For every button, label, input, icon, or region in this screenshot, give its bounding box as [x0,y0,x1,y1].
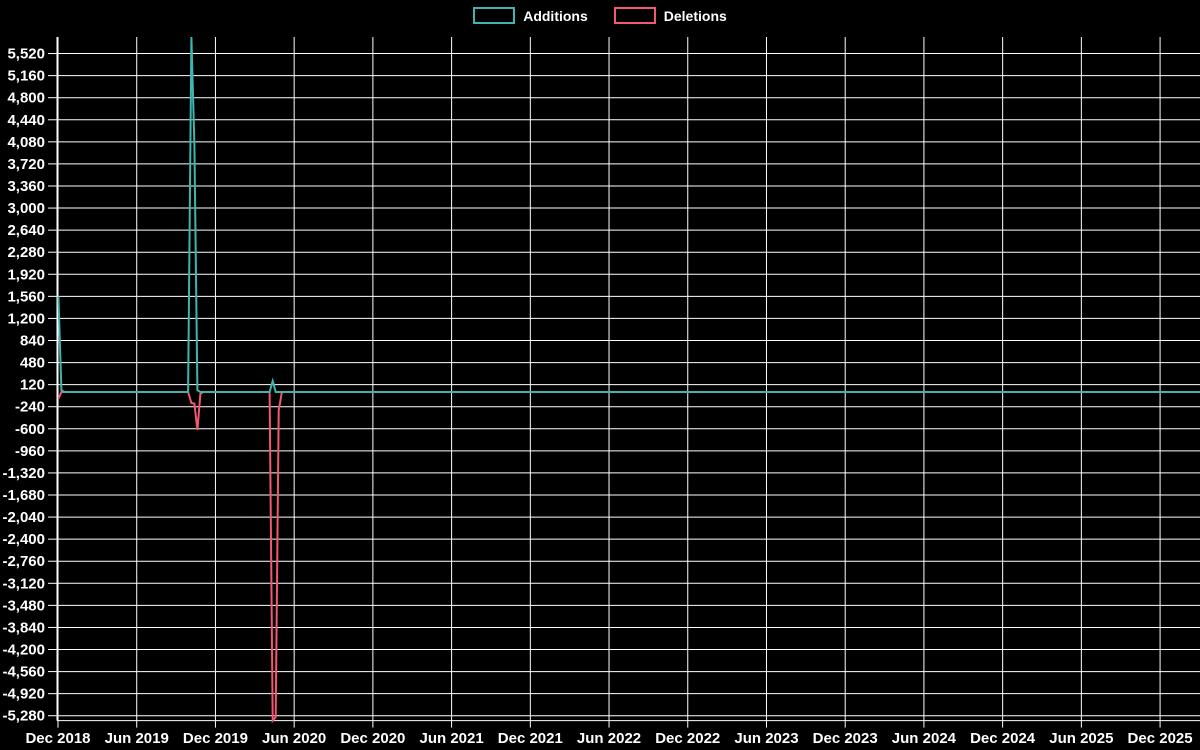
y-tick-label: -2,760 [2,553,45,570]
legend-label: Deletions [663,7,727,24]
x-tick-label: Dec 2025 [1128,730,1193,747]
series-line-additions [57,36,1200,393]
y-tick-label: 5,520 [7,46,45,63]
y-tick-label: 3,360 [7,178,45,195]
x-tick-label: Jun 2019 [105,730,169,747]
x-tick-label: Jun 2021 [419,730,483,747]
y-tick-label: -960 [15,443,45,460]
x-tick-label: Dec 2022 [655,730,720,747]
y-tick-label: 4,440 [7,112,45,129]
x-tick-label: Dec 2018 [25,730,90,747]
x-tick-label: Jun 2022 [577,730,641,747]
y-tick-label: 4,080 [7,134,45,151]
y-tick-label: -600 [15,421,45,438]
chart-legend: Additions Deletions [0,7,1200,24]
x-tick-label: Jun 2025 [1049,730,1113,747]
y-tick-label: 2,640 [7,222,45,239]
y-tick-label: 2,280 [7,244,45,261]
y-tick-label: -3,120 [2,575,45,592]
y-tick-label: -3,480 [2,597,45,614]
x-tick-label: Dec 2024 [970,730,1036,747]
legend-swatch-deletions [613,7,656,24]
legend-label: Additions [523,7,588,24]
y-tick-label: -4,560 [2,664,45,681]
x-tick-label: Jun 2024 [892,730,957,747]
x-tick-label: Dec 2019 [183,730,248,747]
y-tick-label: -5,280 [2,708,45,725]
x-tick-label: Jun 2023 [734,730,798,747]
y-tick-label: 3,000 [7,200,45,217]
y-tick-label: 3,720 [7,156,45,173]
x-tick-label: Dec 2020 [340,730,405,747]
y-tick-label: 480 [20,355,45,372]
y-tick-label: 1,920 [7,266,45,283]
y-tick-label: -4,200 [2,642,45,659]
y-tick-label: 120 [20,377,45,394]
legend-item-deletions[interactable]: Deletions [613,7,727,24]
y-tick-label: 5,160 [7,68,45,85]
y-tick-label: 1,200 [7,310,45,327]
x-tick-label: Jun 2020 [262,730,326,747]
y-tick-label: 4,800 [7,90,45,107]
y-tick-label: -240 [15,399,45,416]
y-tick-label: 1,560 [7,288,45,305]
y-tick-label: -2,040 [2,509,45,526]
y-tick-label: -2,400 [2,531,45,548]
y-tick-label: -4,920 [2,686,45,703]
y-tick-label: -1,680 [2,487,45,504]
y-tick-label: -1,320 [2,465,45,482]
y-tick-label: 840 [20,332,45,349]
y-tick-label: -3,840 [2,619,45,636]
legend-item-additions[interactable]: Additions [473,7,588,24]
x-tick-label: Dec 2021 [498,730,563,747]
legend-swatch-additions [473,7,516,24]
x-tick-label: Dec 2023 [813,730,878,747]
